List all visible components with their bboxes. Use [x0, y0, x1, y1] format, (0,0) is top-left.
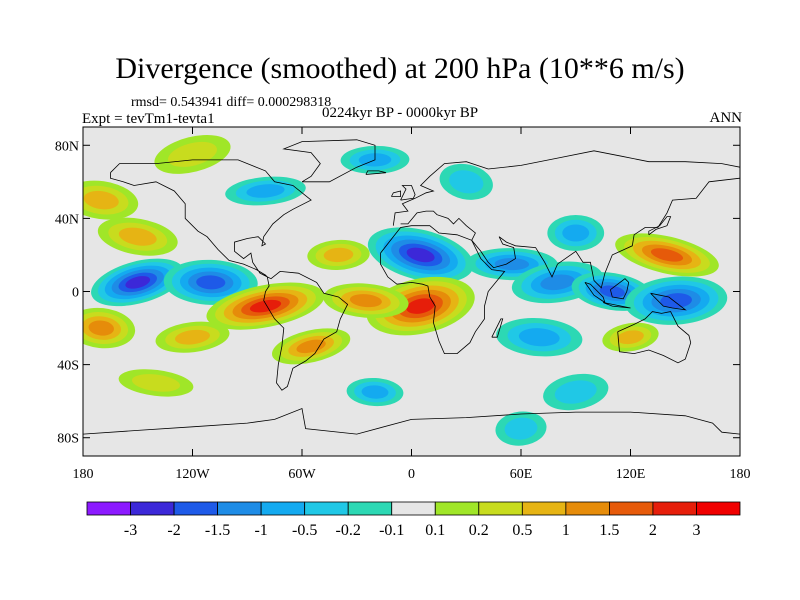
colorbar-swatch	[521, 501, 567, 516]
coastline	[392, 150, 740, 226]
colorbar-label: -1	[254, 522, 267, 539]
season-label: ANN	[709, 110, 743, 126]
colorbar-swatch	[260, 501, 306, 516]
field-anomaly	[154, 134, 231, 174]
chart-title: Divergence (smoothed) at 200 hPa (10**6 …	[115, 52, 685, 85]
colorbar-swatch	[347, 501, 393, 516]
x-tick-label: 180	[730, 467, 751, 482]
field-anomaly	[83, 307, 136, 349]
colorbar-swatch	[86, 501, 131, 516]
coastline	[282, 139, 376, 183]
coastline	[263, 270, 349, 391]
colorbar-swatch	[478, 501, 523, 516]
coastline	[648, 216, 672, 236]
y-axis: 80N 40N 0 40S 80S	[55, 139, 740, 447]
colorbar-swatch	[434, 501, 480, 516]
colorbar-label: -0.2	[336, 522, 361, 539]
field-anomaly	[367, 227, 474, 283]
y-tick-label: 80N	[55, 139, 79, 154]
field-anomaly	[543, 373, 609, 411]
field-anomaly	[91, 258, 185, 307]
x-tick-label: 180	[73, 467, 94, 482]
x-tick-label: 120W	[175, 467, 210, 482]
coastline	[491, 318, 504, 338]
x-tick-label: 60W	[288, 467, 316, 482]
coastline	[391, 190, 401, 197]
colorbar-swatch	[696, 501, 741, 516]
period-label: 0224kyr BP - 0000kyr BP	[321, 105, 479, 121]
colorbar-label: -0.5	[292, 522, 317, 539]
x-tick-label: 60E	[510, 467, 533, 482]
field-anomaly	[83, 180, 139, 220]
colorbar-label: 0.1	[425, 522, 445, 539]
field-anomaly	[496, 318, 583, 357]
experiment-label: Expt = tevTm1-tevta1	[82, 111, 215, 127]
field-anomaly	[206, 282, 325, 330]
coastline	[400, 185, 416, 201]
stats-line: rmsd= 0.543941 diff= 0.000298318	[131, 95, 332, 110]
field-anomaly	[307, 239, 370, 271]
colorbar-swatch	[217, 501, 262, 516]
coastline	[365, 170, 387, 175]
colorbar-swatch	[565, 501, 610, 516]
coastline	[380, 225, 506, 354]
coastline	[617, 311, 692, 364]
coastline	[602, 302, 631, 309]
colorbar-label: 0.5	[512, 522, 532, 539]
field-anomaly	[495, 411, 547, 446]
x-axis: 180 120W 60W 0 60E 120E 180	[73, 127, 751, 482]
colorbar-label: -1.5	[205, 522, 230, 539]
field-anomaly	[97, 217, 178, 256]
y-tick-label: 40N	[55, 212, 79, 227]
y-tick-label: 40S	[57, 359, 79, 374]
field-anomaly	[615, 233, 719, 277]
colorbar-label: 2	[649, 522, 657, 539]
colorbar-label: 1	[562, 522, 570, 539]
colorbar-swatch	[173, 501, 218, 516]
colorbar-label: 1.5	[599, 522, 619, 539]
x-tick-label: 0	[408, 467, 415, 482]
colorbar: -3 -2 -1.5 -1 -0.5 -0.2 -0.1 0.1 0.2 0.5 1 1.5 2 3	[86, 501, 741, 539]
field-anomaly	[602, 322, 659, 352]
coastline	[610, 278, 630, 300]
coastline	[83, 407, 740, 435]
coastline	[110, 159, 312, 278]
colorbar-swatch	[391, 501, 436, 516]
field-anomaly	[118, 369, 194, 397]
colorbar-label: -2	[167, 522, 180, 539]
field-anomaly	[625, 276, 728, 325]
colorbar-label: -3	[124, 522, 137, 539]
colorbar-swatch	[130, 501, 175, 516]
field-anomaly	[547, 215, 605, 252]
y-tick-label: 80S	[57, 432, 79, 447]
coastline	[584, 282, 606, 304]
colorbar-swatch	[652, 501, 697, 516]
colorbar-label: 0.2	[469, 522, 489, 539]
x-tick-label: 120E	[616, 467, 646, 482]
field-anomaly	[155, 321, 230, 353]
field-anomaly	[439, 163, 493, 200]
coastline	[400, 177, 740, 289]
field-anomaly	[271, 328, 351, 365]
field-anomaly	[346, 377, 404, 407]
field-anomaly	[465, 248, 558, 281]
colorbar-swatch	[304, 501, 349, 516]
coastline	[650, 292, 687, 311]
colorbar-label: 3	[692, 522, 700, 539]
colorbar-label: -0.1	[379, 522, 404, 539]
y-tick-label: 0	[72, 286, 79, 301]
colorbar-swatch	[609, 501, 654, 516]
field-anomaly	[323, 283, 409, 318]
